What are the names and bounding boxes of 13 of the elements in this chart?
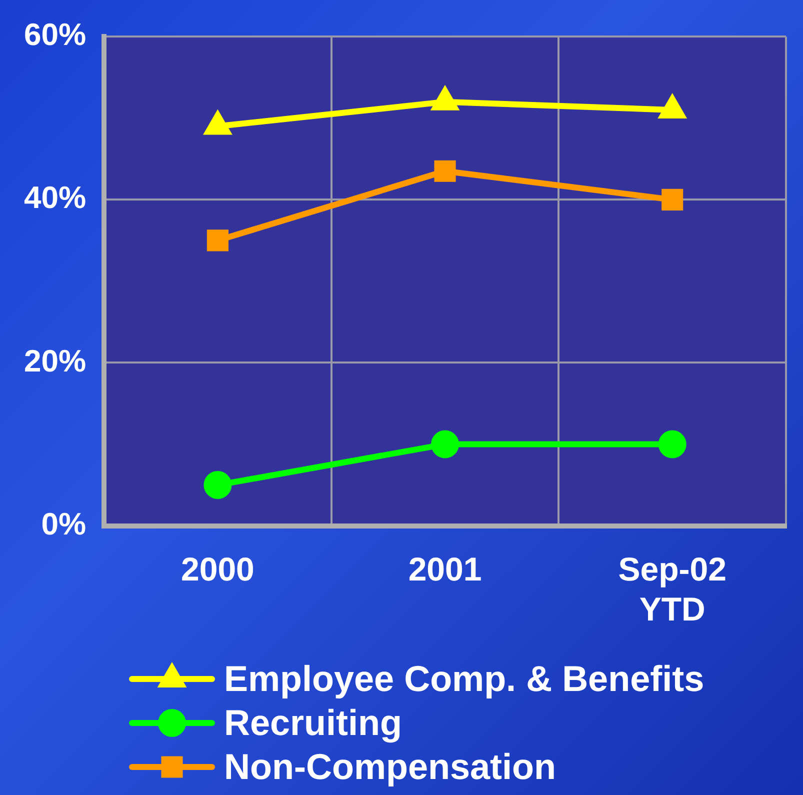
x-tick-label: Sep-02 YTD (618, 550, 726, 628)
point (431, 430, 460, 458)
legend-label: Recruiting (224, 702, 402, 743)
x-tick-label: 2001 (408, 550, 482, 588)
legend-label: Employee Comp. & Benefits (224, 658, 704, 699)
x-tick-label: 2000 (180, 550, 254, 588)
point (204, 471, 232, 500)
y-tick-label: 0% (41, 506, 86, 542)
y-tick-label: 40% (24, 180, 86, 216)
y-tick-label: 20% (24, 343, 86, 378)
legend-label: Non-Compensation (224, 746, 556, 787)
point (658, 430, 686, 458)
y-tick-label: 60% (24, 17, 86, 52)
